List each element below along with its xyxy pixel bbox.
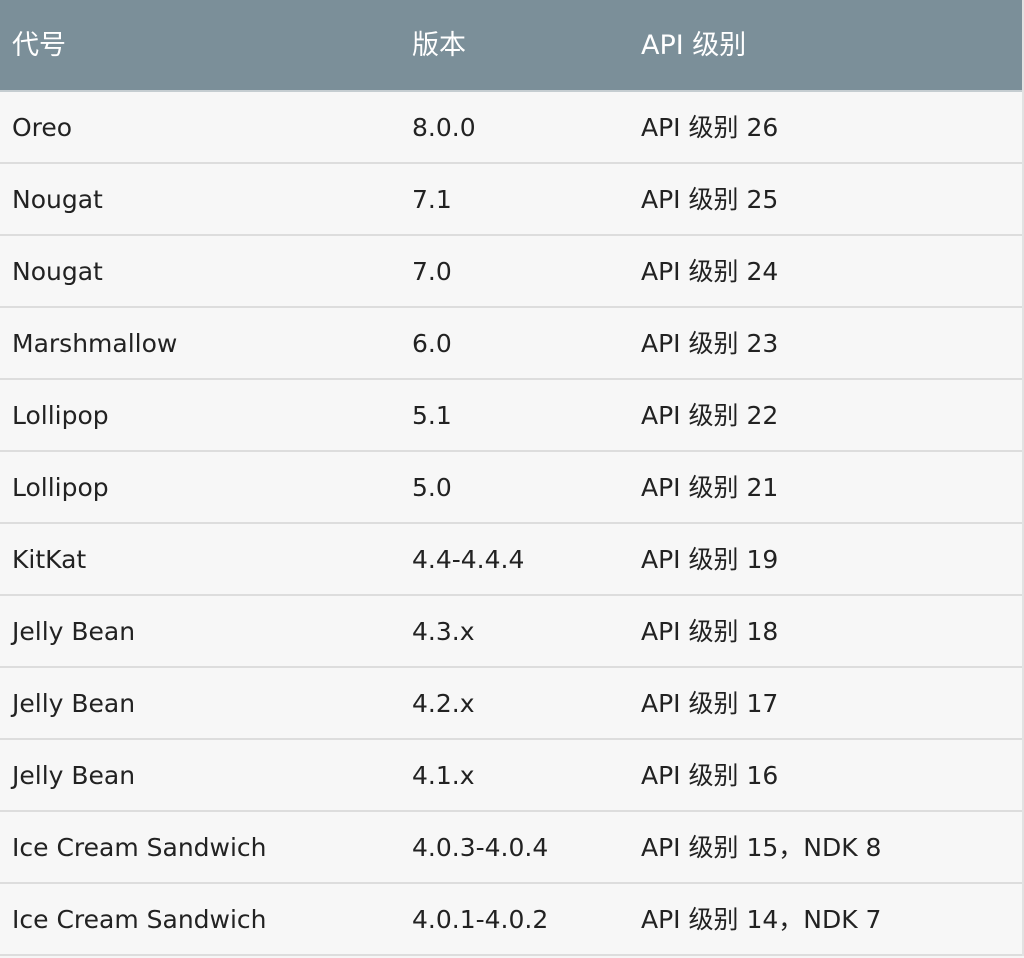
cell-version: 7.0 bbox=[412, 256, 452, 286]
cell-api-level: API 级别 21 bbox=[641, 472, 779, 502]
header-codename: 代号 bbox=[12, 29, 66, 61]
table-row: Lollipop 5.0 API 级别 21 bbox=[0, 452, 1022, 524]
cell-api-level: API 级别 24 bbox=[641, 256, 779, 286]
cell-api-level: API 级别 16 bbox=[641, 760, 779, 790]
cell-api-level: API 级别 17 bbox=[641, 688, 779, 718]
cell-version: 4.0.1-4.0.2 bbox=[412, 904, 549, 934]
cell-codename: Jelly Bean bbox=[12, 688, 136, 718]
cell-version: 4.3.x bbox=[412, 616, 475, 646]
table-row: Oreo 8.0.0 API 级别 26 bbox=[0, 92, 1022, 164]
cell-codename: Ice Cream Sandwich bbox=[12, 832, 267, 862]
table-row: Marshmallow 6.0 API 级别 23 bbox=[0, 308, 1022, 380]
cell-codename: Ice Cream Sandwich bbox=[12, 904, 267, 934]
table-row: Jelly Bean 4.1.x API 级别 16 bbox=[0, 740, 1022, 812]
cell-codename: Marshmallow bbox=[12, 328, 178, 358]
cell-version: 4.2.x bbox=[412, 688, 475, 718]
cell-api-level: API 级别 25 bbox=[641, 184, 779, 214]
cell-codename: Nougat bbox=[12, 184, 103, 214]
table-row: Ice Cream Sandwich 4.0.3-4.0.4 API 级别 15… bbox=[0, 812, 1022, 884]
cell-version: 4.1.x bbox=[412, 760, 475, 790]
table-row: Nougat 7.0 API 级别 24 bbox=[0, 236, 1022, 308]
cell-codename: Lollipop bbox=[12, 472, 109, 502]
cell-version: 4.0.3-4.0.4 bbox=[412, 832, 549, 862]
table-header: 代号 版本 API 级别 bbox=[0, 0, 1022, 92]
cell-version: 4.4-4.4.4 bbox=[412, 544, 525, 574]
cell-version: 5.0 bbox=[412, 472, 452, 502]
cell-codename: Oreo bbox=[12, 112, 73, 142]
cell-api-level: API 级别 14，NDK 7 bbox=[641, 904, 882, 934]
table-row: Nougat 7.1 API 级别 25 bbox=[0, 164, 1022, 236]
table-row: KitKat 4.4-4.4.4 API 级别 19 bbox=[0, 524, 1022, 596]
cell-codename: KitKat bbox=[12, 544, 87, 574]
cell-version: 5.1 bbox=[412, 400, 452, 430]
cell-version: 7.1 bbox=[412, 184, 452, 214]
cell-api-level: API 级别 18 bbox=[641, 616, 779, 646]
cell-api-level: API 级别 15，NDK 8 bbox=[641, 832, 882, 862]
cell-codename: Jelly Bean bbox=[12, 616, 136, 646]
table-row: Ice Cream Sandwich 4.0.1-4.0.2 API 级别 14… bbox=[0, 884, 1022, 956]
table-row: Lollipop 5.1 API 级别 22 bbox=[0, 380, 1022, 452]
cell-api-level: API 级别 23 bbox=[641, 328, 779, 358]
table-row: Jelly Bean 4.3.x API 级别 18 bbox=[0, 596, 1022, 668]
cell-version: 6.0 bbox=[412, 328, 452, 358]
cell-api-level: API 级别 19 bbox=[641, 544, 779, 574]
header-api-level: API 级别 bbox=[641, 29, 747, 61]
header-version: 版本 bbox=[412, 29, 466, 61]
cell-codename: Jelly Bean bbox=[12, 760, 136, 790]
cell-api-level: API 级别 22 bbox=[641, 400, 779, 430]
cell-codename: Lollipop bbox=[12, 400, 109, 430]
cell-codename: Nougat bbox=[12, 256, 103, 286]
cell-api-level: API 级别 26 bbox=[641, 112, 779, 142]
cell-version: 8.0.0 bbox=[412, 112, 476, 142]
table-row: Jelly Bean 4.2.x API 级别 17 bbox=[0, 668, 1022, 740]
